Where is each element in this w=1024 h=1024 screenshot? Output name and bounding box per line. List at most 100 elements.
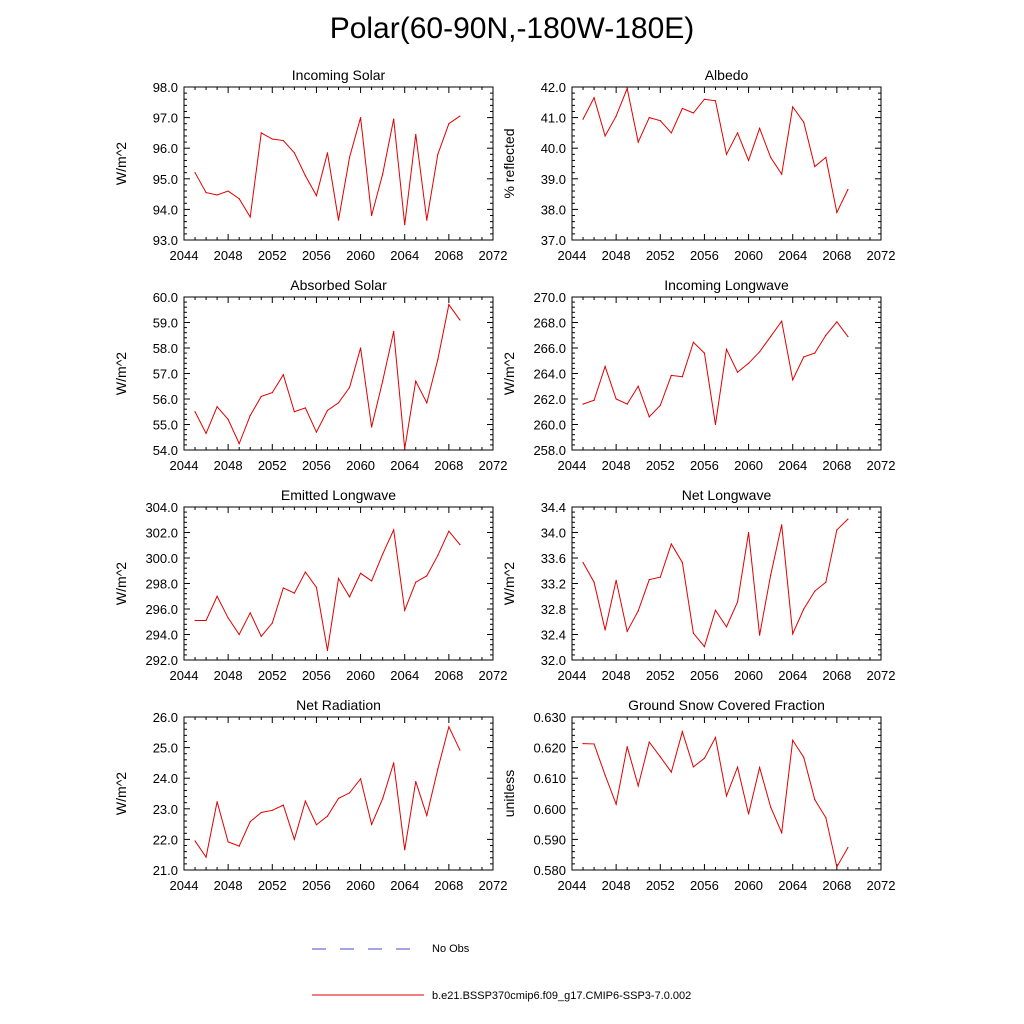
x-tick-label: 2068 [434, 668, 463, 683]
y-tick-label: 264.0 [533, 367, 566, 382]
y-tick-label: 60.0 [153, 290, 178, 305]
data-point [315, 431, 318, 433]
data-point [216, 595, 218, 597]
y-tick-label: 57.0 [153, 367, 178, 382]
data-point [382, 173, 384, 175]
data-point [359, 778, 362, 780]
x-tick-label: 2052 [646, 458, 675, 473]
x-tick-label: 2044 [558, 668, 587, 683]
data-point [271, 622, 273, 624]
data-point [637, 141, 639, 143]
y-tick-label: 34.4 [541, 500, 566, 515]
y-tick-label: 0.600 [533, 802, 566, 817]
y-axis-label: W/m^2 [113, 142, 129, 185]
y-tick-label: 262.0 [533, 392, 566, 407]
data-point [604, 629, 606, 631]
data-point [260, 811, 262, 814]
data-point [315, 824, 318, 826]
y-axis-label: W/m^2 [501, 352, 517, 395]
x-tick-label: 2068 [822, 248, 851, 263]
y-tick-label: 24.0 [153, 771, 178, 786]
data-point [293, 152, 295, 154]
data-point [326, 649, 329, 652]
y-tick-label: 270.0 [533, 290, 566, 305]
data-point [582, 403, 584, 405]
x-tick-label: 2044 [170, 668, 199, 683]
data-point [382, 380, 384, 382]
data-point [637, 785, 639, 787]
data-point [681, 376, 683, 378]
x-tick-label: 2052 [646, 248, 675, 263]
data-point [359, 117, 362, 119]
y-tick-label: 93.0 [153, 233, 178, 248]
data-point [426, 219, 428, 221]
data-point [803, 608, 805, 610]
data-point [293, 838, 295, 841]
y-tick-label: 260.0 [533, 418, 566, 433]
data-point [304, 175, 306, 177]
x-tick-label: 2072 [867, 878, 896, 893]
series-line-1 [583, 729, 849, 869]
data-point [648, 579, 650, 581]
data-point [582, 118, 584, 120]
data-point [304, 571, 306, 573]
data-point [770, 574, 772, 576]
data-point [216, 194, 218, 196]
data-point [448, 123, 450, 125]
page-title: Polar(60-90N,-180W-180E) [329, 12, 695, 45]
data-point [404, 224, 406, 226]
x-tick-label: 2072 [867, 248, 896, 263]
data-point [326, 152, 329, 154]
data-point [371, 580, 373, 582]
x-tick-label: 2056 [302, 878, 331, 893]
data-point [393, 330, 395, 333]
data-point [637, 610, 639, 612]
data-point [836, 321, 838, 323]
y-axis-label: unitless [501, 770, 517, 817]
data-point [260, 395, 262, 398]
data-point [615, 579, 617, 581]
data-point [615, 803, 617, 805]
x-tick-label: 2048 [214, 878, 243, 893]
x-tick-label: 2064 [390, 248, 419, 263]
data-point [792, 739, 794, 741]
chart-title: Ground Snow Covered Fraction [628, 697, 825, 713]
x-tick-label: 2060 [346, 668, 375, 683]
legend-obs-label: No Obs [432, 943, 470, 955]
data-point [194, 619, 196, 622]
chart-panel-5: Emitted Longwave W/m^2 2044 2048 2052 2056 206… [113, 487, 507, 683]
data-point [348, 792, 351, 794]
x-tick-label: 2060 [346, 458, 375, 473]
data-point [415, 780, 417, 783]
y-axis-label: W/m^2 [113, 352, 129, 395]
data-point [703, 646, 706, 648]
x-tick-label: 2060 [734, 248, 763, 263]
data-point [194, 411, 196, 413]
data-point [205, 432, 207, 435]
x-tick-label: 2044 [170, 458, 199, 473]
x-tick-label: 2056 [690, 878, 719, 893]
data-point [847, 518, 849, 520]
data-point [459, 544, 461, 546]
data-point [814, 799, 816, 801]
y-tick-label: 94.0 [153, 202, 178, 217]
y-tick-label: 304.0 [145, 500, 178, 515]
data-point [648, 117, 650, 119]
x-tick-label: 2052 [258, 248, 287, 263]
data-point [725, 626, 728, 628]
data-point [626, 403, 628, 405]
y-tick-label: 42.0 [541, 80, 566, 95]
x-tick-label: 2044 [558, 458, 587, 473]
data-point [714, 609, 717, 611]
data-point [337, 577, 340, 580]
data-point [814, 165, 816, 168]
data-point [725, 153, 728, 155]
data-point [582, 561, 584, 564]
data-point [448, 530, 450, 532]
chart-panel-3: Absorbed Solar W/m^2 2044 2048 2052 2056 2060 2… [113, 277, 507, 473]
x-tick-label: 2072 [479, 668, 508, 683]
data-point [825, 334, 827, 336]
data-point [238, 443, 240, 445]
y-tick-label: 34.0 [541, 526, 566, 541]
